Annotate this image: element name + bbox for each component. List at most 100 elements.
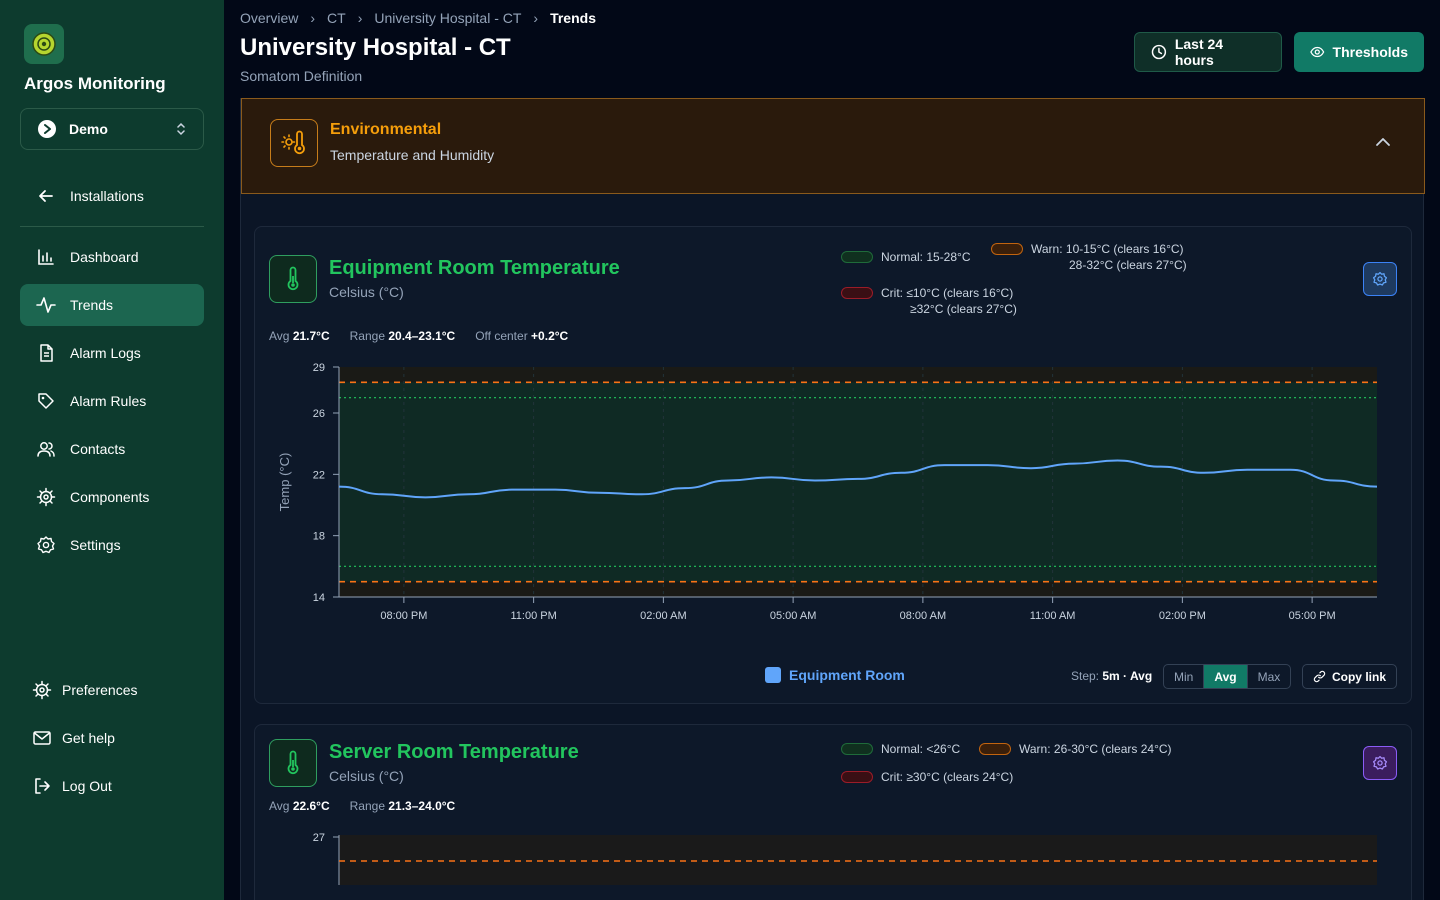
bar-chart-icon: [38, 249, 54, 265]
sidebar-item-label: Preferences: [62, 682, 138, 698]
sidebar-item-label: Components: [70, 489, 150, 505]
card-unit: Celsius (°C): [329, 284, 404, 300]
stat-off-label: Off center: [475, 329, 528, 343]
sidebar-item-label: Get help: [62, 730, 115, 746]
settings-icon: [1372, 271, 1388, 286]
time-range-label: Last 24 hours: [1174, 36, 1224, 68]
series-swatch: [765, 667, 781, 683]
sidebar-item-log-out[interactable]: Log Out: [16, 765, 200, 807]
users-icon: [37, 442, 55, 457]
sidebar-item-get-help[interactable]: Get help: [16, 717, 200, 759]
card-title: Server Room Temperature: [329, 741, 579, 763]
section-header[interactable]: Environmental Temperature and Humidity: [241, 98, 1425, 194]
organization-select[interactable]: Demo: [20, 108, 204, 150]
zone-warn-high: [339, 367, 1377, 383]
card-stats: Avg 22.6°C Range 21.3–24.0°C: [269, 799, 455, 813]
x-tick-label: 11:00 AM: [1030, 610, 1076, 622]
agg-max-button[interactable]: Max: [1257, 669, 1281, 684]
server-room-card: Server Room Temperature Celsius (°C) Nor…: [254, 724, 1412, 900]
settings-icon: [37, 536, 55, 554]
sidebar-divider: [20, 226, 204, 227]
legend-normal-text: Normal: 15-28°C: [881, 250, 971, 264]
thresholds-button[interactable]: Thresholds: [1294, 32, 1424, 72]
sidebar-item-label: Settings: [70, 537, 121, 553]
thresholds-label: Thresholds: [1332, 44, 1408, 60]
clock-icon: [1151, 44, 1167, 60]
aggregation-toggle: Min Avg Max: [1163, 664, 1292, 689]
warn-swatch: [991, 243, 1023, 255]
zone-normal: [339, 382, 1377, 582]
stat-avg-label: Avg: [269, 799, 290, 813]
arrow-left-icon: [39, 190, 53, 202]
sidebar-item-components[interactable]: Components: [20, 476, 204, 518]
breadcrumb-ct[interactable]: CT: [327, 10, 346, 26]
step-info: Step: 5m · Avg: [1071, 669, 1152, 683]
x-tick-label: 05:00 PM: [1289, 610, 1336, 622]
temperature-chart[interactable]: 14 18 22 26 29 08:00 PM 11:00 PM 02:00 AM 05:00 …: [255, 227, 1413, 657]
page-subtitle: Somatom Definition: [240, 68, 363, 84]
stat-off-value: +0.2°C: [531, 329, 569, 343]
legend-warn-text-1: Warn: 10-15°C (clears 16°C): [1031, 242, 1184, 256]
y-tick-label: 27: [313, 832, 325, 844]
sidebar-item-preferences[interactable]: Preferences: [16, 669, 200, 711]
x-tick-label: 02:00 PM: [1159, 610, 1206, 622]
warn-swatch: [979, 743, 1011, 755]
stat-avg-value: 22.6°C: [292, 799, 330, 813]
server-room-chart[interactable]: 27: [255, 725, 1413, 900]
card-stats: Avg 21.7°C Range 20.4–23.1°C Off center …: [269, 329, 568, 343]
agg-avg-button[interactable]: Avg: [1204, 665, 1248, 688]
brand-name: Argos Monitoring: [24, 74, 166, 93]
legend-warn: Warn: 10-15°C (clears 16°C) 28-32°C (cle…: [991, 241, 1187, 273]
environmental-section: Environmental Temperature and Humidity E…: [240, 98, 1425, 900]
sidebar-item-alarm-logs[interactable]: Alarm Logs: [20, 332, 204, 374]
stat-range-value: 21.3–24.0°C: [388, 799, 456, 813]
series-legend-equipment-room[interactable]: Equipment Room: [765, 667, 905, 683]
normal-swatch: [841, 743, 873, 755]
breadcrumb-installation[interactable]: University Hospital - CT: [374, 10, 522, 26]
breadcrumb-overview[interactable]: Overview: [240, 10, 299, 26]
sidebar-item-label: Installations: [70, 188, 144, 204]
stat-range-value: 20.4–23.1°C: [388, 329, 456, 343]
x-tick-label: 11:00 PM: [510, 610, 556, 622]
card-title: Equipment Room Temperature: [329, 257, 620, 279]
equipment-room-card: Equipment Room Temperature Celsius (°C) …: [254, 226, 1412, 704]
step-value: 5m · Avg: [1102, 669, 1153, 683]
chevron-up-down-icon: [177, 122, 185, 136]
chevron-up-icon[interactable]: [1374, 133, 1392, 151]
cog-icon: [32, 680, 52, 700]
sidebar-item-contacts[interactable]: Contacts: [20, 428, 204, 470]
y-tick-label: 22: [313, 469, 325, 481]
sidebar-item-dashboard[interactable]: Dashboard: [20, 236, 204, 278]
sidebar-item-installations[interactable]: Installations: [20, 175, 204, 217]
series-line-equipment-room: [338, 459, 1378, 499]
sidebar-item-trends[interactable]: Trends: [20, 284, 204, 326]
copy-link-button[interactable]: Copy link: [1302, 664, 1397, 689]
sidebar-item-alarm-rules[interactable]: Alarm Rules: [20, 380, 204, 422]
stat-avg-value: 21.7°C: [292, 329, 330, 343]
section-title: Environmental: [330, 121, 442, 138]
y-tick-label: 14: [313, 592, 325, 604]
legend-crit-text-1: Crit: ≤10°C (clears 16°C): [881, 286, 1014, 300]
time-range-button[interactable]: Last 24 hours: [1134, 32, 1282, 72]
series-legend-label: Equipment Room: [789, 667, 905, 683]
y-axis-label: Temp (°C): [277, 453, 292, 512]
step-label: Step:: [1071, 669, 1100, 683]
tag-icon: [38, 393, 54, 409]
normal-swatch: [841, 251, 873, 263]
sidebar-item-label: Alarm Logs: [70, 345, 141, 361]
copy-link-label: Copy link: [1331, 669, 1386, 684]
chart-settings-button[interactable]: [1363, 746, 1397, 780]
argos-logo[interactable]: [24, 24, 64, 64]
breadcrumb-chevron-icon: ›: [533, 10, 539, 26]
chart-settings-button[interactable]: [1363, 262, 1397, 296]
sidebar-item-settings[interactable]: Settings: [20, 524, 204, 566]
eye-icon: [1310, 46, 1325, 58]
legend-crit: Crit: ≥30°C (clears 24°C): [841, 769, 1013, 785]
card-unit: Celsius (°C): [329, 768, 404, 784]
agg-min-button[interactable]: Min: [1164, 665, 1205, 688]
stat-range-label: Range: [349, 329, 386, 343]
breadcrumb-chevron-icon: ›: [310, 10, 316, 26]
legend-warn: Warn: 26-30°C (clears 24°C): [979, 741, 1172, 757]
link-icon: [1313, 670, 1326, 683]
legend-crit-text: Crit: ≥30°C (clears 24°C): [881, 770, 1014, 784]
